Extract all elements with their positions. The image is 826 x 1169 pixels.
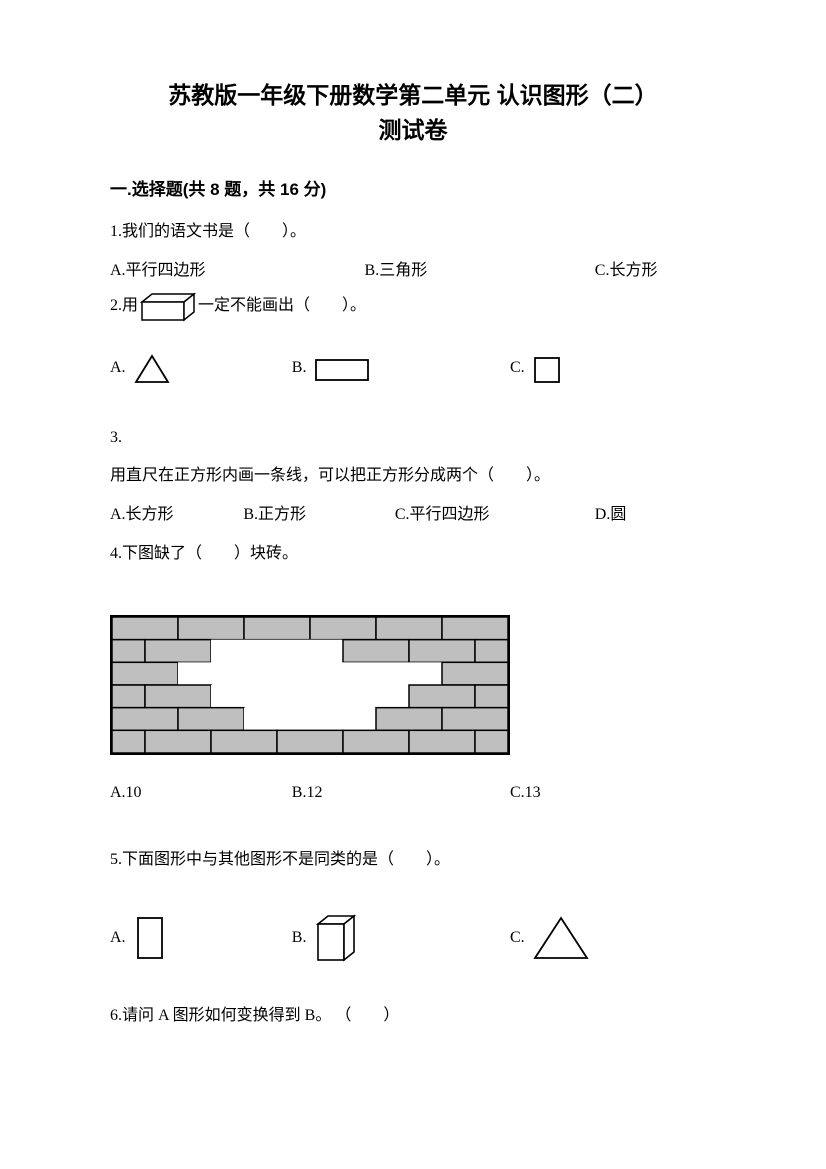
q3-num: 3. <box>110 424 716 453</box>
q3-text: 用直尺在正方形内画一条线，可以把正方形分成两个（ ）。 <box>110 462 716 491</box>
triangle-large-icon <box>531 914 591 962</box>
q2-options: A. B. C. <box>110 352 716 386</box>
q4-text: 4.下图缺了（ ）块砖。 <box>110 540 716 569</box>
q4-optC: C.13 <box>510 779 541 808</box>
title-line2: 测试卷 <box>110 113 716 148</box>
section-heading: 一.选择题(共 8 题，共 16 分) <box>110 175 716 200</box>
q2-optB: B. <box>292 354 307 383</box>
q2-optC: C. <box>510 354 525 383</box>
q3-options: A.长方形 B.正方形 C.平行四边形 D.圆 <box>110 501 716 530</box>
q1-options: A.平行四边形 B.三角形 C.长方形 <box>110 257 716 286</box>
title-line1: 苏教版一年级下册数学第二单元 认识图形（二） <box>110 78 716 113</box>
q5-optB: B. <box>292 924 307 953</box>
page-title: 苏教版一年级下册数学第二单元 认识图形（二） 测试卷 <box>110 78 716 147</box>
brick-wall-diagram <box>110 615 716 755</box>
q4-optA: A.10 <box>110 779 142 808</box>
cuboid-icon <box>138 290 198 324</box>
q5-optC: C. <box>510 924 525 953</box>
q2-line: 2.用 一定不能画出（ ）。 <box>110 290 716 324</box>
q5-options: A. B. C. <box>110 912 716 964</box>
q6-text: 6.请问 A 图形如何变换得到 B。 （ ） <box>110 1002 716 1031</box>
q2-suffix: 一定不能画出（ ）。 <box>198 292 366 321</box>
triangle-icon <box>132 352 172 386</box>
q1-optA: A.平行四边形 <box>110 257 206 286</box>
q5-optA: A. <box>110 924 126 953</box>
q5-text: 5.下面图形中与其他图形不是同类的是（ ）。 <box>110 846 716 875</box>
q2-optA: A. <box>110 354 126 383</box>
q1-optC: C.长方形 <box>595 257 658 286</box>
q3-optD: D.圆 <box>595 506 627 523</box>
q3-optA: A.长方形 <box>110 506 174 523</box>
cuboid-tall-icon <box>312 912 360 964</box>
q1-text: 1.我们的语文书是（ ）。 <box>110 218 716 247</box>
q3-optC: C.平行四边形 <box>395 506 490 523</box>
rectangle-icon <box>312 354 372 384</box>
q1-optB: B.三角形 <box>365 257 428 286</box>
q4-optB: B.12 <box>292 779 323 808</box>
q2-prefix: 2.用 <box>110 292 138 321</box>
q4-options: A.10 B.12 C.13 <box>110 779 716 808</box>
page-root: 苏教版一年级下册数学第二单元 认识图形（二） 测试卷 一.选择题(共 8 题，共… <box>0 0 826 1081</box>
q3-optB: B.正方形 <box>243 506 306 523</box>
rectangle-tall-icon <box>132 914 168 962</box>
square-icon <box>531 354 565 384</box>
